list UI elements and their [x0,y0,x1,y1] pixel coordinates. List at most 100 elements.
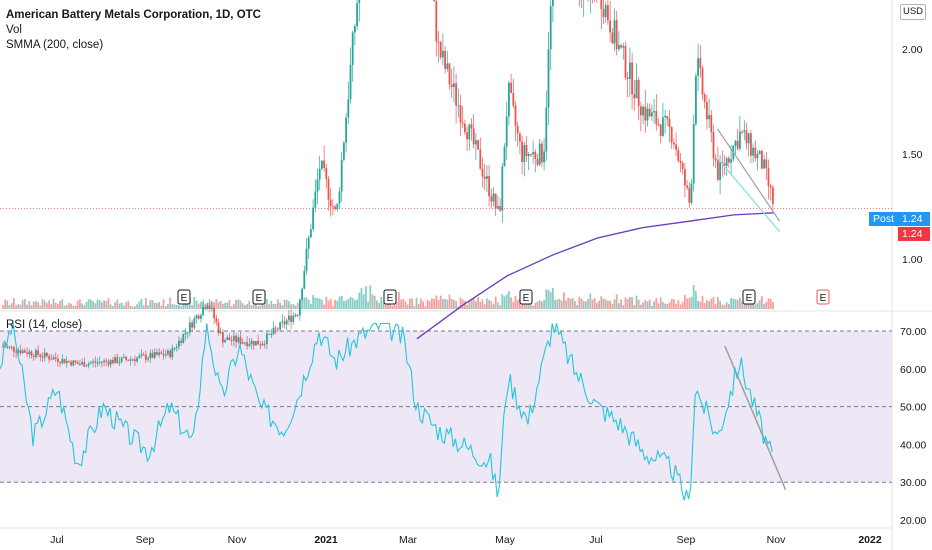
volume-bar [43,300,46,309]
candle-body [444,50,446,69]
volume-bar [413,306,416,309]
volume-bar [545,289,548,309]
volume-bar [703,303,706,309]
volume-bar [2,305,4,309]
volume-bar [178,304,180,309]
earnings-marker[interactable]: E [252,289,266,305]
candle-body [4,346,6,348]
volume-bar [743,300,746,309]
candle-body [512,92,515,106]
candle-body [453,83,455,88]
candle-body [230,340,233,342]
volume-bar [343,301,345,309]
volume-bars [2,284,774,309]
volume-bar [281,305,284,309]
candle-body [725,158,728,167]
candle-body [26,352,28,355]
candle-body [129,359,132,361]
volume-legend[interactable]: Vol [6,24,22,36]
candle-body [79,363,81,365]
volume-bar [395,302,398,309]
candle-body [545,107,548,152]
volume-bar [340,295,343,309]
candle-body [461,122,464,124]
candle-body [334,206,336,209]
candle-body [316,179,319,192]
earnings-marker[interactable]: E [383,289,397,305]
candle-body [63,358,66,364]
earnings-marker[interactable]: E [177,289,191,305]
earnings-box [742,289,756,305]
volume-bar [246,304,248,309]
candle-body [200,315,202,319]
price-candles[interactable] [2,0,774,369]
volume-bar [580,298,583,309]
volume-bar [96,299,99,309]
volume-bar [321,299,323,309]
volume-bar [664,303,666,309]
time-tick-label: Nov [228,534,247,546]
volume-bar [288,300,290,309]
candle-body [180,340,182,343]
volume-bar [380,296,383,309]
candle-body [677,149,680,161]
volume-bar [195,300,198,309]
volume-bar [164,306,167,309]
symbol-title[interactable]: American Battery Metals Corporation, 1D,… [6,9,261,21]
earnings-marker[interactable]: E [519,289,533,305]
volume-bar [563,292,565,309]
candle-body [354,26,356,33]
earnings-marker[interactable]: E [742,289,756,305]
volume-bar [404,301,407,309]
volume-bar [435,295,438,309]
candle-body [160,352,163,354]
currency-button[interactable]: USD [900,4,926,20]
volume-bar [631,297,633,309]
volume-bar [259,305,262,309]
candle-body [714,158,717,161]
volume-bar [274,304,277,309]
candle-body [472,128,475,145]
volume-bar [745,303,748,309]
volume-bar [167,304,169,309]
volume-bar [149,299,152,309]
volume-bar [589,293,592,309]
candle-body [310,229,312,238]
candle-body [657,124,660,126]
candle-body [536,159,539,165]
volume-bar [98,300,101,309]
volume-bar [446,299,449,309]
candle-body [208,305,211,309]
volume-bar [402,299,405,309]
volume-bar [620,299,622,309]
candle-body [631,62,633,95]
candle-body [109,359,112,365]
candle-body [670,127,673,143]
volume-bar [248,300,251,309]
candle-body [547,49,550,108]
candle-body [508,82,510,117]
volume-bar [59,301,61,309]
candle-body [101,361,103,363]
volume-bar [530,300,532,309]
volume-bar [479,301,482,309]
rsi-legend[interactable]: RSI (14, close) [6,319,83,331]
candle-body [600,0,603,10]
volume-bar [481,299,484,309]
candle-body [747,133,750,144]
candle-body [193,318,196,328]
volume-bar [329,298,332,309]
volume-bar [470,298,473,309]
volume-bar [325,296,328,309]
candle-body [684,169,686,186]
smma-legend[interactable]: SMMA (200, close) [6,39,104,51]
earnings-marker[interactable]: E [816,289,830,305]
candle-body [604,5,607,18]
candle-body [140,354,143,356]
candle-body [24,350,26,353]
candle-body [613,20,616,44]
candle-body [213,308,215,319]
candle-body [646,108,649,121]
